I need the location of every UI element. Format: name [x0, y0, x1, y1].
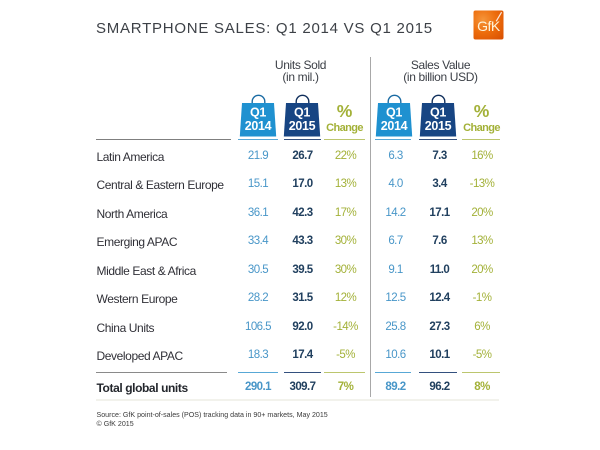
svg-text:Q1: Q1: [294, 106, 310, 120]
svg-text:2015: 2015: [425, 119, 452, 133]
svg-text:Q1: Q1: [249, 106, 265, 120]
svg-text:2014: 2014: [381, 119, 408, 133]
svg-text:Q1: Q1: [430, 106, 446, 120]
svg-text:2014: 2014: [244, 119, 271, 133]
svg-text:GfK: GfK: [477, 18, 501, 34]
svg-text:2015: 2015: [288, 119, 315, 133]
svg-text:Q1: Q1: [386, 106, 402, 120]
